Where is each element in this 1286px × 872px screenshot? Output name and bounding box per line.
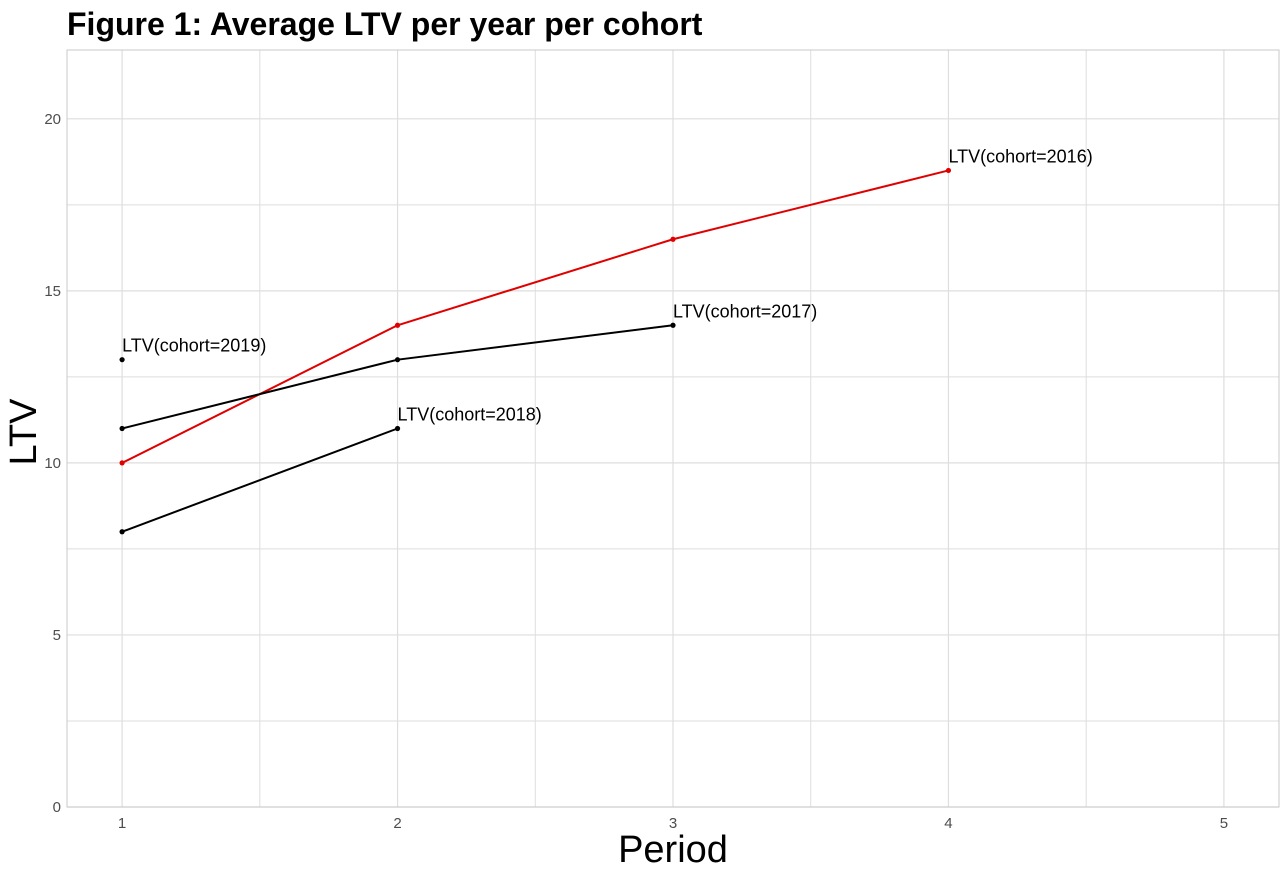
data-point — [394, 322, 401, 328]
y-axis-title: LTV — [3, 398, 45, 466]
y-tick-label: 10 — [44, 455, 61, 472]
data-point — [119, 529, 125, 535]
series-2: LTV(cohort=2017) — [119, 301, 817, 432]
series-1: LTV(cohort=2016) — [119, 146, 1093, 466]
series-end-label: LTV(cohort=2019) — [122, 336, 266, 356]
x-tick-label: 3 — [669, 815, 677, 832]
data-point — [670, 236, 676, 242]
chart-title: Figure 1: Average LTV per year per cohor… — [67, 6, 703, 42]
x-tick-label: 1 — [118, 815, 126, 832]
y-tick-label: 15 — [44, 283, 61, 300]
x-tick-label: 5 — [1220, 815, 1228, 832]
data-point — [945, 167, 952, 174]
series-line — [121, 427, 398, 533]
x-tick-label: 2 — [393, 815, 401, 832]
axis-ticks: 1 2 3 4 5 0 5 10 15 20 — [44, 111, 1228, 832]
series-end-label: LTV(cohort=2017) — [673, 301, 817, 321]
series-layer: LTV(cohort=2016) LTV(cohort=2017) LTV(coho… — [119, 146, 1093, 535]
data-point — [394, 425, 401, 432]
panel-border — [66, 49, 1280, 808]
y-tick-label: 0 — [53, 799, 61, 816]
series-4: LTV(cohort=2019) — [119, 336, 266, 363]
series-end-label: LTV(cohort=2018) — [398, 405, 542, 425]
data-point — [119, 357, 125, 363]
x-tick-label: 4 — [944, 815, 952, 832]
data-point — [119, 460, 125, 466]
series-end-label: LTV(cohort=2016) — [948, 146, 1092, 166]
x-axis-title: Period — [618, 829, 728, 871]
y-tick-label: 20 — [44, 111, 61, 128]
y-tick-label: 5 — [53, 627, 61, 644]
data-point — [119, 425, 125, 432]
data-point — [670, 322, 676, 328]
grid — [66, 49, 1280, 808]
data-point — [394, 357, 401, 363]
series-3: LTV(cohort=2018) — [119, 405, 542, 535]
